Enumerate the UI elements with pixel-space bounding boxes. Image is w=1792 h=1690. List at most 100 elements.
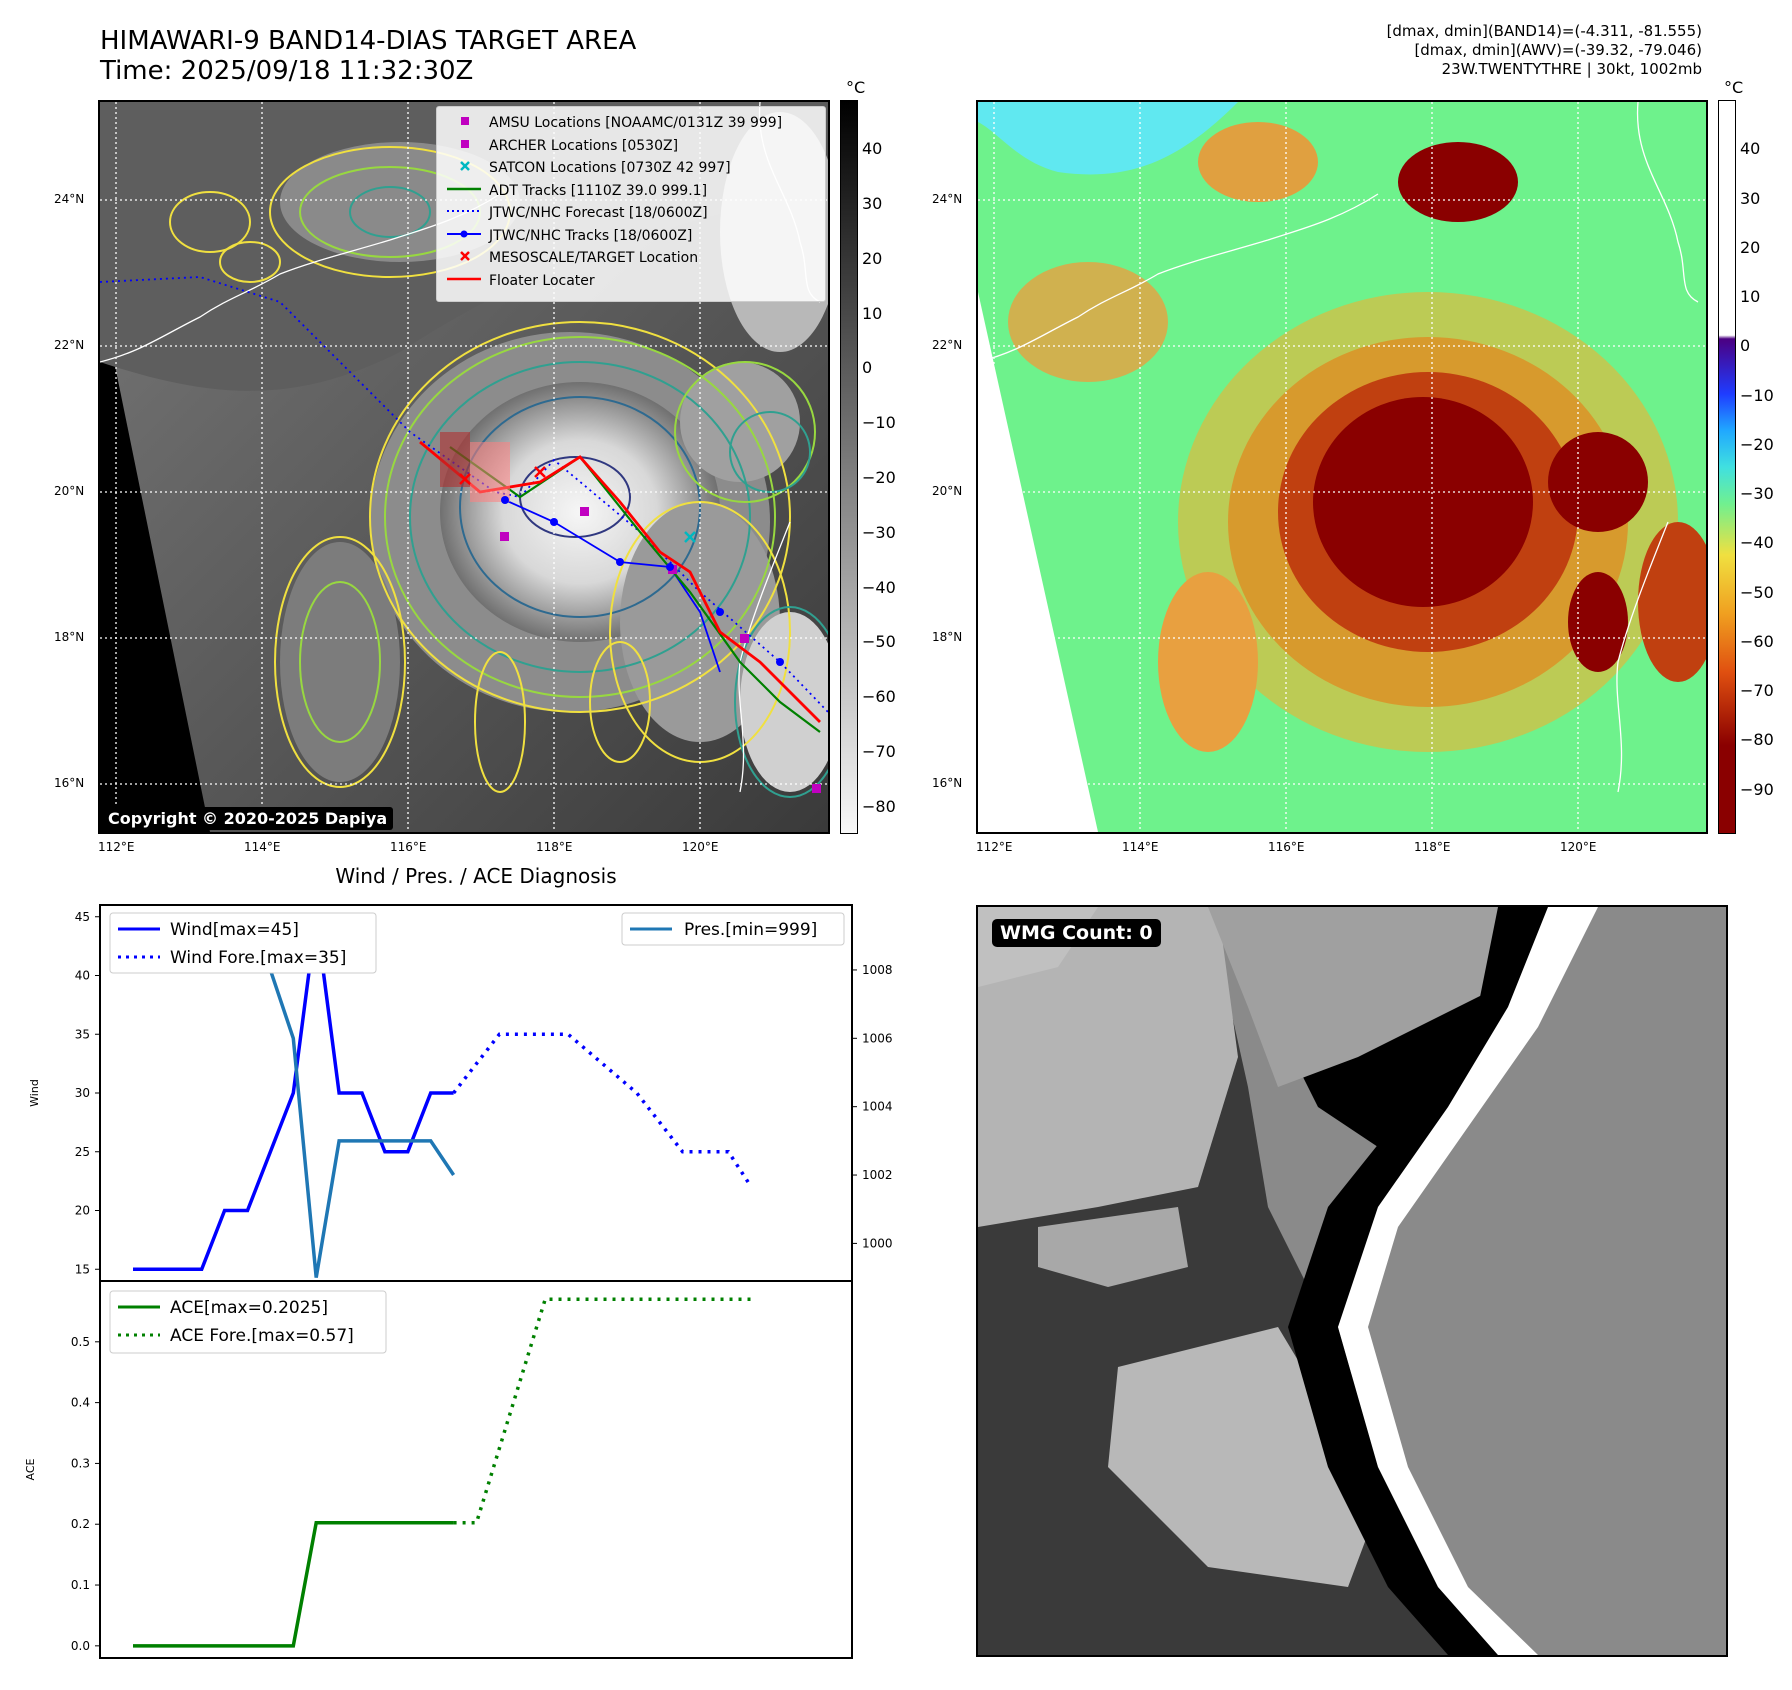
legend-label: SATCON Locations [0730Z 42 997]: [489, 160, 731, 176]
colorbar-tick-label: −30: [862, 522, 896, 542]
chart-title: HIMAWARI-9 BAND14-DIAS TARGET AREA: [100, 26, 637, 56]
map-legend-entry: MESOSCALE/TARGET Location: [445, 248, 698, 270]
wind-y-tick-label: 35: [75, 1027, 90, 1041]
colorbar-tick-label: −20: [862, 467, 896, 487]
wind-axis-label: Wind: [28, 1079, 41, 1107]
lon-tick-label: 114°E: [244, 840, 281, 854]
legend-marker-icon: [445, 226, 485, 246]
colorbar-tick-label: 10: [1740, 287, 1761, 307]
lon-tick-label: 112°E: [976, 840, 1013, 854]
legend-marker-icon: [445, 248, 485, 268]
wmg-count-badge: WMG Count: 0: [992, 919, 1161, 947]
lat-tick-label: 16°N: [932, 776, 963, 790]
band14-colorbar: [840, 100, 858, 834]
colorbar-tick-label: −40: [862, 577, 896, 597]
colorbar-tick-label: −80: [862, 796, 896, 816]
colorbar-tick-label: −60: [1740, 631, 1774, 651]
pres-y-tick-label: 1008: [862, 963, 893, 977]
colorbar-tick-label: −50: [862, 632, 896, 652]
wmg-panel: WMG Count: 0: [976, 905, 1728, 1657]
legend-label: JTWC/NHC Tracks [18/0600Z]: [489, 227, 693, 244]
stat-awv: [dmax, dmin](AWV)=(-39.32, -79.046): [1414, 41, 1702, 59]
lon-tick-label: 120°E: [1560, 840, 1597, 854]
ace-y-tick-label: 0.0: [71, 1639, 90, 1653]
wind-y-tick-label: 25: [75, 1145, 90, 1159]
ace-legend: [109, 1290, 387, 1354]
legend-label: AMSU Locations [NOAAMC/0131Z 39 999]: [489, 115, 783, 131]
legend-label-wind: Wind[max=45]: [170, 920, 299, 940]
ace-y-tick-label: 0.3: [71, 1456, 90, 1470]
colorbar-tick-label: −50: [1740, 582, 1774, 602]
lat-tick-label: 18°N: [932, 630, 963, 644]
diagnosis-title: Wind / Pres. / ACE Diagnosis: [335, 864, 617, 888]
legend-marker-icon: [445, 203, 485, 223]
colorbar-tick-label: −90: [1740, 779, 1774, 799]
lon-tick-label: 116°E: [390, 840, 427, 854]
lat-tick-label: 24°N: [932, 192, 963, 206]
legend-label: ADT Tracks [1110Z 39.0 999.1]: [489, 182, 708, 199]
band14-colorbar-unit: °C: [846, 78, 866, 97]
ace-y-tick-label: 0.2: [71, 1517, 90, 1531]
wind-y-tick-label: 40: [75, 969, 90, 983]
legend-marker-icon: [445, 181, 485, 201]
awv-colorbar: [1718, 100, 1736, 834]
colorbar-tick-label: 20: [1740, 237, 1761, 257]
lon-tick-label: 120°E: [682, 840, 719, 854]
colorbar-tick-label: 20: [862, 248, 883, 268]
lat-tick-label: 20°N: [54, 484, 85, 498]
map-legend-entry: ARCHER Locations [0530Z]: [445, 136, 678, 158]
wind-y-tick-label: 15: [75, 1262, 90, 1276]
legend-marker-icon: [445, 136, 485, 156]
wind-y-tick-label: 45: [75, 910, 90, 924]
colorbar-tick-label: −70: [862, 741, 896, 761]
awv-colorbar-unit: °C: [1724, 78, 1744, 97]
map-legend-entry: AMSU Locations [NOAAMC/0131Z 39 999]: [445, 113, 782, 135]
series-line: [453, 1297, 752, 1525]
legend-label-pressure: Pres.[min=999]: [684, 920, 817, 940]
legend-label: JTWC/NHC Forecast [18/0600Z]: [489, 205, 708, 221]
ace-y-tick-label: 0.4: [71, 1396, 90, 1410]
ace-y-tick-label: 0.5: [71, 1335, 90, 1349]
ace-axis-label: ACE: [24, 1458, 37, 1480]
lon-tick-label: 112°E: [98, 840, 135, 854]
stat-annotation: [dmax, dmin](BAND14)=(-4.311, -81.555) […: [1202, 22, 1702, 79]
colorbar-tick-label: 10: [862, 303, 883, 323]
lat-tick-label: 18°N: [54, 630, 85, 644]
colorbar-tick-label: −80: [1740, 730, 1774, 750]
stat-storm: 23W.TWENTYTHRE | 30kt, 1002mb: [1441, 60, 1702, 78]
legend-label: ARCHER Locations [0530Z]: [489, 137, 679, 154]
series-line: [133, 934, 456, 1278]
colorbar-tick-label: 0: [1740, 336, 1751, 356]
diagnosis-chart: 15 20 25 30 35 40 45 1000 1002 1004 1006 1008 Wind Pr…: [24, 904, 893, 1659]
pres-y-tick-label: 1002: [862, 1168, 893, 1182]
map-legend-entry: JTWC/NHC Tracks [18/0600Z]: [445, 226, 692, 248]
colorbar-tick-label: 0: [862, 358, 873, 378]
wind-y-tick-label: 20: [75, 1204, 90, 1218]
series-line: [133, 916, 454, 1271]
awv-map-canvas: [978, 102, 1706, 832]
map-legend-entry: SATCON Locations [0730Z 42 997]: [445, 158, 731, 180]
map-legend-entry: Floater Locater: [445, 271, 595, 293]
copyright-badge: Copyright © 2020-2025 Dapiya: [102, 807, 394, 830]
chart-time: Time: 2025/09/18 11:32:30Z: [100, 56, 474, 86]
series-line: [133, 1520, 454, 1648]
awv-map: [976, 100, 1708, 834]
stat-band14: [dmax, dmin](BAND14)=(-4.311, -81.555): [1386, 22, 1702, 40]
ace-y-tick-label: 0.1: [71, 1578, 90, 1592]
colorbar-tick-label: −60: [862, 687, 896, 707]
pres-y-tick-label: 1004: [862, 1100, 893, 1114]
ace-panel-frame: [99, 1280, 853, 1659]
lat-tick-label: 24°N: [54, 192, 85, 206]
colorbar-tick-label: 30: [862, 194, 883, 214]
colorbar-tick-label: −20: [1740, 434, 1774, 454]
lon-tick-label: 118°E: [536, 840, 573, 854]
colorbar-tick-label: −30: [1740, 484, 1774, 504]
legend-marker-icon: [445, 158, 485, 178]
lat-tick-label: 16°N: [54, 776, 85, 790]
wind-legend: [109, 912, 377, 974]
colorbar-tick-label: −70: [1740, 681, 1774, 701]
legend-label-ace: ACE[max=0.2025]: [170, 1298, 328, 1318]
lon-tick-label: 118°E: [1414, 840, 1451, 854]
pres-y-tick-label: 1006: [862, 1031, 893, 1045]
map-legend-entry: ADT Tracks [1110Z 39.0 999.1]: [445, 181, 707, 203]
